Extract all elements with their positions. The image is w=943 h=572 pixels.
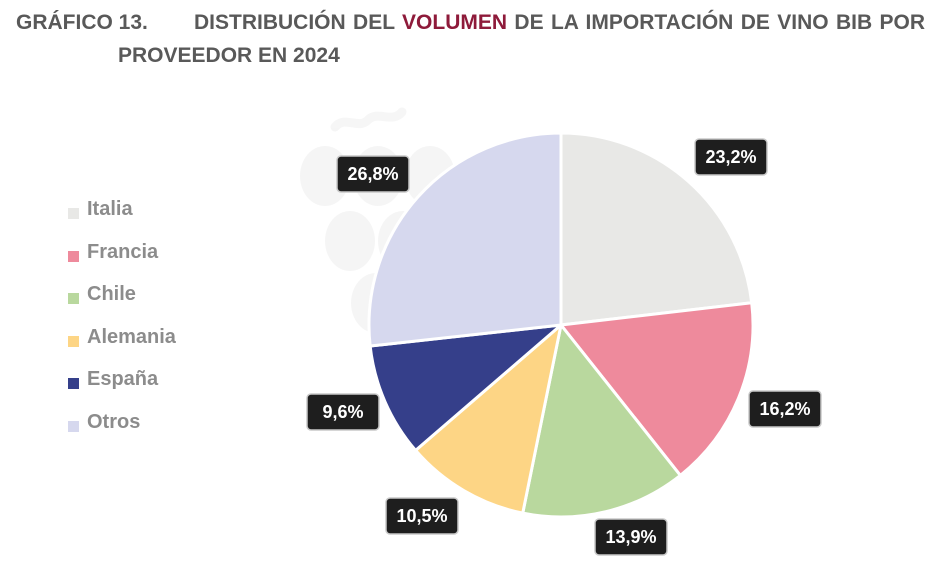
pie-slice-alemania [414, 323, 563, 515]
pie-data-labels: 23,2% 16,2% 13,9% 10,5% 9,6% 26,8% [306, 138, 822, 556]
data-label-box [385, 497, 459, 535]
title-accent-word: VOLUMEN [402, 11, 508, 34]
pie-slice-francia [559, 301, 755, 477]
data-label-box [306, 393, 380, 431]
chart-number: GRÁFICO 13. [16, 11, 148, 34]
pie-slice-otros [367, 131, 563, 348]
chart-heading: GRÁFICO 13. DISTRIBUCIÓN DEL VOLUMEN DE … [0, 0, 943, 80]
data-label-text: 10,5% [396, 506, 447, 526]
data-label-box [694, 138, 768, 176]
data-label-text: 16,2% [759, 399, 810, 419]
data-label-box [748, 390, 822, 428]
data-label-box [594, 518, 668, 556]
legend-label: Alemania [87, 326, 176, 348]
title-post: DE LA IMPORTACIÓN DE VINO BIB POR [507, 11, 925, 34]
data-label-text: 23,2% [705, 147, 756, 167]
chart-title-line1: DISTRIBUCIÓN DEL VOLUMEN DE LA IMPORTACI… [194, 11, 925, 35]
pie-slice-chile [521, 323, 682, 519]
pie-slice-espana [368, 323, 563, 452]
data-label-box [336, 155, 410, 193]
legend-swatch [68, 208, 79, 219]
pie-slice-italia [559, 131, 754, 327]
legend-label: España [87, 368, 159, 390]
legend-swatch [68, 293, 79, 304]
data-label-text: 9,6% [322, 402, 363, 422]
legend-label: Otros [87, 411, 141, 433]
legend-swatch [68, 421, 79, 432]
legend-label: Chile [87, 283, 136, 305]
legend-swatch [68, 378, 79, 389]
chart-title-line2: PROVEEDOR EN 2024 [118, 44, 340, 67]
data-label-text: 13,9% [605, 527, 656, 547]
legend-label: Francia [87, 241, 159, 263]
title-pre: DISTRIBUCIÓN DEL [194, 11, 403, 34]
data-label-text: 26,8% [347, 164, 398, 184]
legend-swatch [68, 336, 79, 347]
legend-label: Italia [87, 198, 133, 220]
pie-slices [367, 131, 755, 519]
legend-swatch [68, 251, 79, 262]
